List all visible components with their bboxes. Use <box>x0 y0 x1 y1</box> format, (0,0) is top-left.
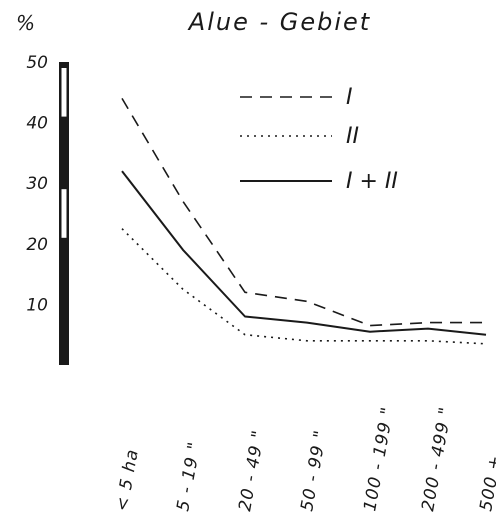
series-line-2 <box>121 228 487 345</box>
chart-title: Alue - Gebiet <box>187 8 371 36</box>
x-tick-label-1: < 5 ha <box>112 447 143 513</box>
legend-label-2: II <box>346 124 359 149</box>
axis-bar-light-segment-1 <box>61 189 67 238</box>
y-tick-label-30: 30 <box>26 174 48 194</box>
series-line-3 <box>121 170 487 336</box>
legend-label-3: I + II <box>346 169 398 194</box>
x-tick-group-4: 50 - 99 " <box>297 428 331 513</box>
legend-label-1: I <box>346 85 353 110</box>
x-tick-label-5: 100 - 199 " <box>360 405 398 513</box>
x-tick-label-2: 5 - 19 " <box>173 440 205 513</box>
x-tick-group-1: < 5 ha <box>112 447 143 513</box>
x-tick-group-6: 200 - 499 " <box>418 405 456 513</box>
x-tick-label-6: 200 - 499 " <box>418 405 456 513</box>
y-tick-label-10: 10 <box>26 295 48 315</box>
y-tick-label-20: 20 <box>26 235 48 255</box>
series-line-1 <box>121 97 486 327</box>
axis-bar-light-segment-2 <box>61 68 67 117</box>
x-tick-group-7: 500 + <box>476 453 496 513</box>
x-tick-label-4: 50 - 99 " <box>297 428 331 513</box>
y-axis-label: % <box>16 11 35 35</box>
y-axis: 10 20 30 40 50 <box>26 53 69 365</box>
x-tick-label-7: 500 + <box>476 453 496 513</box>
y-tick-label-40: 40 <box>26 114 48 134</box>
y-tick-label-50: 50 <box>26 53 48 73</box>
x-tick-label-3: 20 - 49 " <box>235 428 269 513</box>
x-axis: < 5 ha 5 - 19 " 20 - 49 " 50 - 99 " 100 - 19… <box>112 405 496 513</box>
series-layer <box>121 97 487 345</box>
x-tick-group-5: 100 - 199 " <box>360 405 398 513</box>
x-tick-group-2: 5 - 19 " <box>173 440 205 513</box>
x-tick-group-3: 20 - 49 " <box>235 428 269 513</box>
